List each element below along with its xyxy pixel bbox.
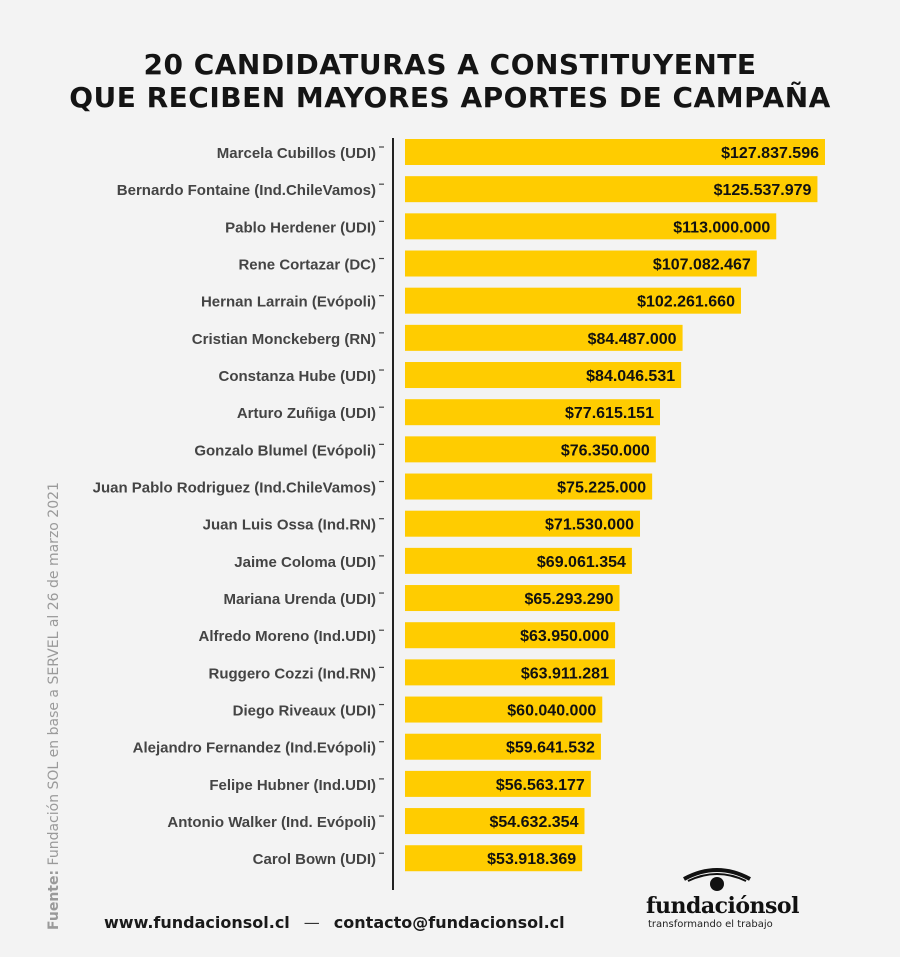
- data-label: $69.061.354: [537, 554, 626, 571]
- category-label: Hernan Larrain (Evópoli): [201, 294, 376, 311]
- footer: www.fundacionsol.cl — contacto@fundacionso…: [104, 913, 565, 932]
- bar: [405, 808, 585, 835]
- data-label: $127.837.596: [721, 145, 819, 162]
- bar: [405, 585, 620, 612]
- bar: [405, 250, 757, 277]
- category-label: Juan Luis Ossa (Ind.RN): [203, 517, 376, 534]
- data-label: $56.563.177: [496, 777, 585, 794]
- data-label: $113.000.000: [673, 219, 770, 236]
- source-text: Fundación SOL en base a SERVEL al 26 de …: [46, 482, 62, 866]
- category-label: Alfredo Moreno (Ind.UDI): [199, 628, 376, 645]
- data-label: $84.046.531: [586, 368, 675, 385]
- data-label: $63.950.000: [520, 628, 609, 645]
- category-label: Alejandro Fernandez (Ind.Evópoli): [133, 740, 376, 757]
- source-label: Fuente:: [46, 869, 62, 930]
- bar: [405, 659, 615, 686]
- data-label: $76.350.000: [561, 442, 650, 459]
- title-line-2: QUE RECIBEN MAYORES APORTES DE CAMPAÑA: [69, 81, 831, 114]
- data-label: $59.641.532: [506, 740, 595, 757]
- bar: [405, 436, 656, 463]
- bar: [405, 622, 616, 649]
- data-label: $84.487.000: [588, 331, 677, 348]
- bar: [405, 547, 632, 574]
- bar: [405, 733, 601, 760]
- category-label: Carol Bown (UDI): [253, 851, 376, 868]
- data-label: $107.082.467: [653, 257, 751, 274]
- data-label: $71.530.000: [545, 517, 634, 534]
- category-label: Rene Cortazar (DC): [238, 257, 376, 274]
- data-label: $125.537.979: [714, 182, 812, 199]
- data-label: $75.225.000: [557, 480, 646, 497]
- category-label: Constanza Hube (UDI): [219, 368, 377, 385]
- category-label: Pablo Herdener (UDI): [225, 219, 376, 236]
- bar: [405, 770, 591, 797]
- category-label: Marcela Cubillos (UDI): [217, 145, 376, 162]
- chart-title: 20 CANDIDATURAS A CONSTITUYENTE QUE RECI…: [0, 48, 900, 114]
- source-note: Fuente: Fundación SOL en base a SERVEL a…: [46, 482, 62, 930]
- category-label: Ruggero Cozzi (Ind.RN): [209, 665, 376, 682]
- footer-separator: —: [303, 913, 320, 932]
- email-link[interactable]: contacto@fundacionsol.cl: [333, 913, 565, 932]
- data-label: $54.632.354: [490, 814, 579, 831]
- category-label: Juan Pablo Rodriguez (Ind.ChileVamos): [93, 480, 376, 497]
- data-label: $53.918.369: [487, 851, 576, 868]
- fundacion-sol-logo: fundaciónsol transformando el trabajo: [646, 865, 806, 935]
- logo-name: fundaciónsol: [646, 893, 799, 919]
- data-label: $102.261.660: [637, 294, 735, 311]
- data-label: $63.911.281: [521, 665, 609, 682]
- bar: [405, 139, 825, 165]
- bar: [405, 510, 641, 537]
- bar: [405, 362, 682, 389]
- bar: [405, 473, 653, 500]
- category-label: Diego Riveaux (UDI): [233, 703, 376, 720]
- category-label: Gonzalo Blumel (Evópoli): [194, 442, 376, 459]
- bar: [405, 399, 660, 426]
- eye-icon: [683, 868, 751, 891]
- category-label: Jaime Coloma (UDI): [234, 554, 376, 571]
- category-label: Cristian Monckeberg (RN): [192, 331, 376, 348]
- bar: [405, 696, 603, 723]
- website-link[interactable]: www.fundacionsol.cl: [104, 913, 290, 932]
- category-label: Arturo Zuñiga (UDI): [237, 405, 376, 422]
- data-label: $65.293.290: [525, 591, 614, 608]
- data-label: $60.040.000: [507, 703, 596, 720]
- category-label: Antonio Walker (Ind. Evópoli): [167, 814, 376, 831]
- data-label: $77.615.151: [565, 405, 654, 422]
- category-label: Mariana Urenda (UDI): [223, 591, 376, 608]
- category-label: Bernardo Fontaine (Ind.ChileVamos): [117, 182, 376, 199]
- logo-tagline: transformando el trabajo: [648, 919, 773, 930]
- bar: [405, 213, 777, 240]
- category-label: Felipe Hubner (Ind.UDI): [209, 777, 376, 794]
- bar: [405, 176, 818, 203]
- bar: [405, 845, 583, 872]
- bar: [405, 287, 741, 314]
- bar: [405, 324, 683, 351]
- title-line-1: 20 CANDIDATURAS A CONSTITUYENTE: [143, 48, 757, 81]
